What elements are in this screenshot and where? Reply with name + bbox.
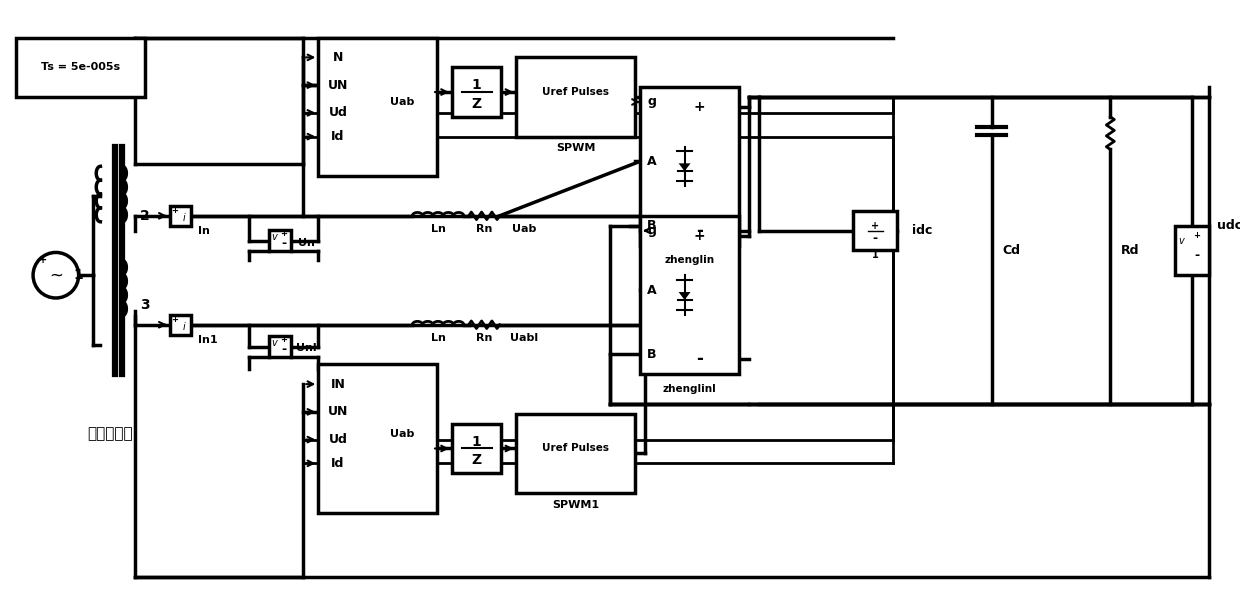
Bar	[640, 216, 739, 374]
Text: +: +	[872, 221, 879, 231]
Text: -: -	[281, 343, 286, 356]
Text: udc: udc	[1216, 219, 1240, 232]
Text: i: i	[182, 322, 185, 331]
Text: idc: idc	[913, 224, 932, 237]
Text: -: -	[696, 222, 703, 240]
Text: zhenglin: zhenglin	[665, 255, 714, 265]
Text: zhenglinl: zhenglinl	[662, 384, 717, 394]
Text: B: B	[647, 348, 657, 361]
Text: Unl: Unl	[296, 343, 316, 353]
Text: SPWM1: SPWM1	[552, 500, 599, 510]
Circle shape	[33, 252, 78, 298]
Text: A: A	[647, 155, 657, 168]
Text: UN: UN	[327, 405, 348, 418]
Text: +: +	[171, 206, 179, 215]
Text: Ud: Ud	[329, 433, 347, 446]
Text: IN: IN	[331, 378, 346, 391]
Text: In1: In1	[197, 334, 217, 345]
Text: v: v	[270, 231, 277, 242]
Text: 2: 2	[140, 209, 150, 223]
Text: 1: 1	[471, 78, 481, 92]
Bar	[170, 206, 191, 226]
Polygon shape	[678, 292, 691, 300]
Bar	[640, 87, 739, 246]
Bar	[170, 315, 191, 334]
Text: -: -	[873, 232, 878, 245]
Text: 1: 1	[872, 250, 879, 261]
Text: UN: UN	[327, 79, 348, 92]
Bar	[1174, 226, 1209, 275]
Text: 1: 1	[471, 434, 481, 449]
Bar	[319, 37, 436, 176]
Text: Uab: Uab	[512, 224, 537, 234]
Text: 1: 1	[73, 268, 83, 282]
Text: +: +	[693, 100, 706, 114]
Text: 3: 3	[140, 298, 150, 312]
Bar	[451, 424, 501, 473]
Text: Ud: Ud	[329, 107, 347, 120]
Text: Uabl: Uabl	[511, 333, 538, 343]
Text: SPWM: SPWM	[556, 143, 595, 154]
Text: +: +	[1193, 231, 1200, 240]
Text: Rd: Rd	[1121, 244, 1140, 257]
Text: v: v	[270, 337, 277, 347]
Text: Rn: Rn	[476, 224, 492, 234]
Bar	[16, 37, 145, 97]
Text: Id: Id	[331, 457, 345, 470]
Text: v: v	[1179, 236, 1184, 246]
Text: +: +	[280, 229, 288, 238]
Text: Uref Pulses: Uref Pulses	[542, 87, 609, 97]
Text: +: +	[280, 335, 288, 344]
Bar	[269, 230, 290, 252]
Bar	[269, 336, 290, 358]
Bar	[853, 211, 898, 250]
Text: +: +	[693, 228, 706, 243]
Text: Ln: Ln	[430, 224, 445, 234]
Text: Z: Z	[471, 453, 481, 468]
Text: Un: Un	[298, 237, 315, 248]
Text: +: +	[38, 255, 47, 265]
Text: -: -	[1194, 249, 1199, 262]
Text: Uab: Uab	[391, 97, 414, 107]
Text: -: -	[281, 237, 286, 250]
Bar	[319, 364, 436, 513]
Text: ~: ~	[48, 266, 63, 284]
Text: Cd: Cd	[1002, 244, 1021, 257]
Text: In: In	[198, 226, 211, 236]
Text: Ln: Ln	[430, 333, 445, 343]
Bar	[451, 67, 501, 117]
Bar	[516, 414, 635, 493]
Text: A: A	[647, 284, 657, 296]
Text: Rn: Rn	[476, 333, 492, 343]
Text: -: -	[696, 350, 703, 368]
Text: Ts = 5e-005s: Ts = 5e-005s	[41, 62, 120, 73]
Text: g: g	[647, 95, 656, 108]
Text: Id: Id	[331, 130, 345, 143]
Text: i: i	[182, 213, 185, 223]
Text: +: +	[171, 315, 179, 324]
Text: Z: Z	[471, 97, 481, 111]
Text: Uab: Uab	[391, 428, 414, 439]
Text: Uref Pulses: Uref Pulses	[542, 443, 609, 453]
Bar	[516, 57, 635, 137]
Text: g: g	[647, 224, 656, 237]
Text: 线性变压器: 线性变压器	[88, 426, 133, 441]
Text: N: N	[332, 51, 343, 64]
Polygon shape	[678, 164, 691, 171]
Text: B: B	[647, 219, 657, 232]
